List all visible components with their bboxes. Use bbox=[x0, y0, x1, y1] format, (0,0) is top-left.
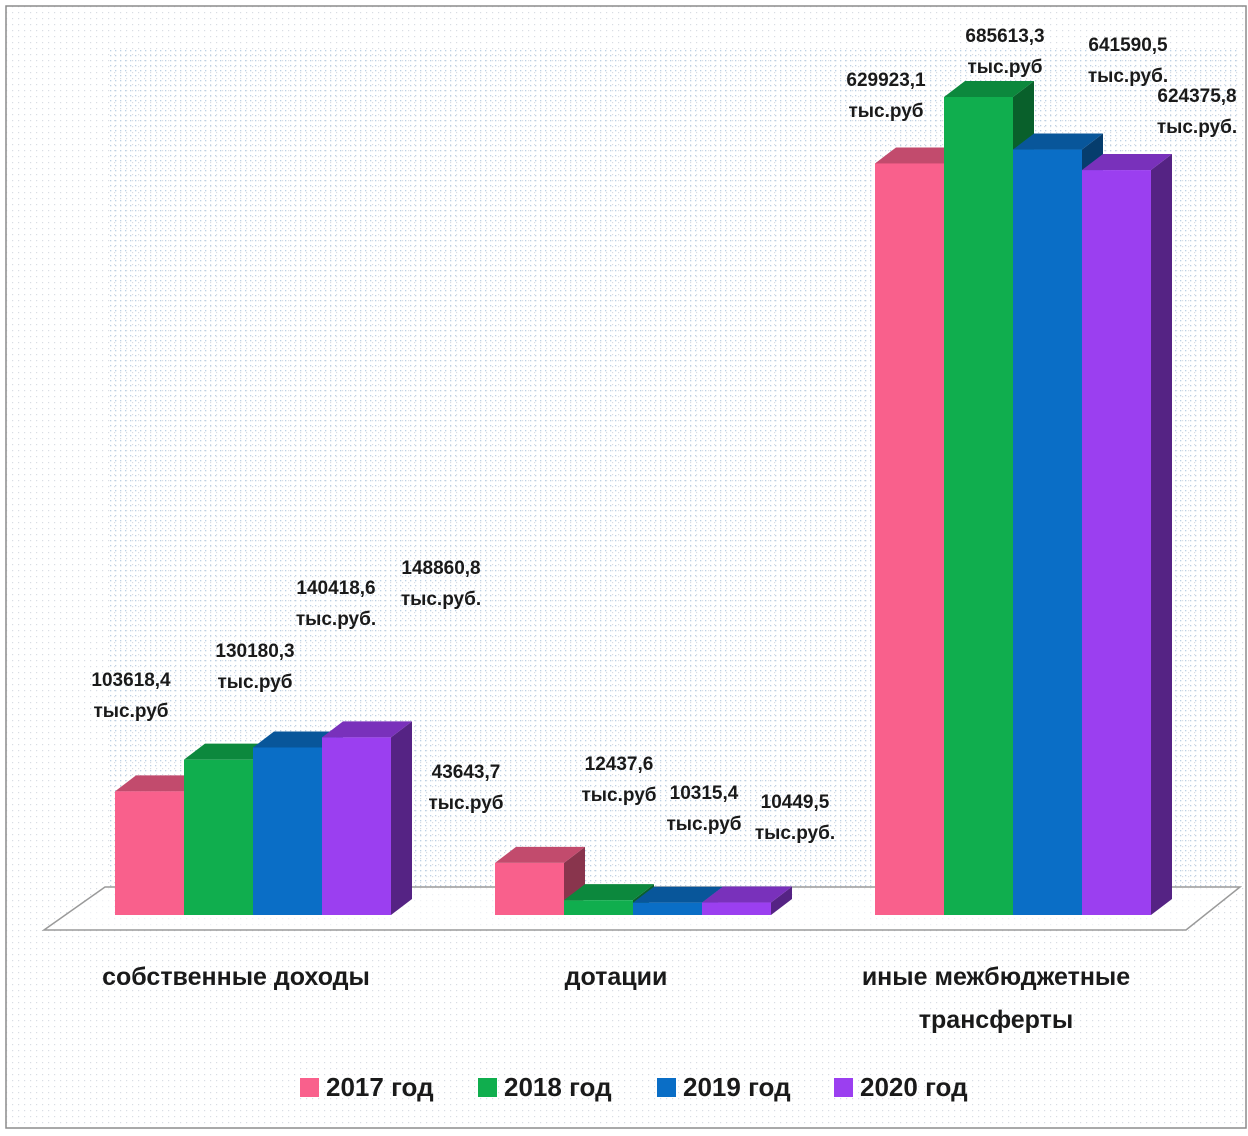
value-label-1-1: 103618,4 тыс.руб bbox=[91, 670, 171, 722]
legend-label-4: 2020 год bbox=[860, 1072, 968, 1102]
value-label-3-2: 10315,4 тыс.руб bbox=[666, 783, 741, 835]
value-label-4-3: 624375,8 тыс.руб. bbox=[1157, 86, 1237, 138]
bar-2-2 bbox=[564, 884, 654, 915]
legend-item-4: 2020 год bbox=[834, 1072, 968, 1102]
category-label-3: иные межбюджетные трансферты bbox=[862, 963, 1130, 1034]
legend-label-3: 2019 год bbox=[683, 1072, 791, 1102]
legend-swatch-3 bbox=[657, 1078, 676, 1097]
legend-item-3: 2019 год bbox=[657, 1072, 791, 1102]
value-label-4-1: 148860,8 тыс.руб. bbox=[401, 558, 481, 610]
legend-swatch-2 bbox=[478, 1078, 497, 1097]
category-label-1: собственные доходы bbox=[102, 963, 370, 991]
value-label-4-2: 10449,5 тыс.руб. bbox=[755, 792, 835, 844]
legend-label-2: 2018 год bbox=[504, 1072, 612, 1102]
legend: 2017 год 2018 год 2019 год 2020 год bbox=[300, 1072, 968, 1102]
category-label-2: дотации bbox=[565, 963, 668, 991]
value-label-2-2: 12437,6 тыс.руб bbox=[581, 754, 656, 806]
bars-layer bbox=[115, 81, 1172, 916]
value-label-3-3: 641590,5 тыс.руб. bbox=[1088, 35, 1168, 87]
value-label-2-3: 685613,3 тыс.руб bbox=[965, 26, 1044, 78]
value-label-1-2: 43643,7 тыс.руб bbox=[428, 762, 503, 814]
legend-item-2: 2018 год bbox=[478, 1072, 612, 1102]
value-label-2-1: 130180,3 тыс.руб bbox=[215, 641, 294, 693]
legend-swatch-1 bbox=[300, 1078, 319, 1097]
legend-swatch-4 bbox=[834, 1078, 853, 1097]
legend-label-1: 2017 год bbox=[326, 1072, 434, 1102]
bar-4-3 bbox=[1082, 154, 1172, 915]
value-label-1-3: 629923,1 тыс.руб bbox=[846, 70, 926, 122]
value-label-3-1: 140418,6 тыс.руб. bbox=[296, 578, 376, 630]
labels-layer: 103618,4 тыс.руб 43643,7 тыс.руб 629923,1 тыс… bbox=[91, 26, 1237, 1034]
legend-item-1: 2017 год bbox=[300, 1072, 434, 1102]
bar-4-2 bbox=[702, 886, 792, 915]
bar-4-1 bbox=[322, 721, 412, 915]
